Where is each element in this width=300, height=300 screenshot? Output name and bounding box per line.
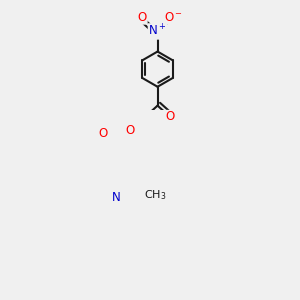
Text: N: N <box>112 191 120 204</box>
Text: O: O <box>166 110 175 123</box>
Text: O: O <box>138 11 147 24</box>
Text: N$^+$: N$^+$ <box>148 24 167 39</box>
Text: CH$_3$: CH$_3$ <box>145 188 167 202</box>
Text: O: O <box>99 127 108 140</box>
Text: O$^-$: O$^-$ <box>164 11 183 24</box>
Text: O: O <box>125 124 134 137</box>
